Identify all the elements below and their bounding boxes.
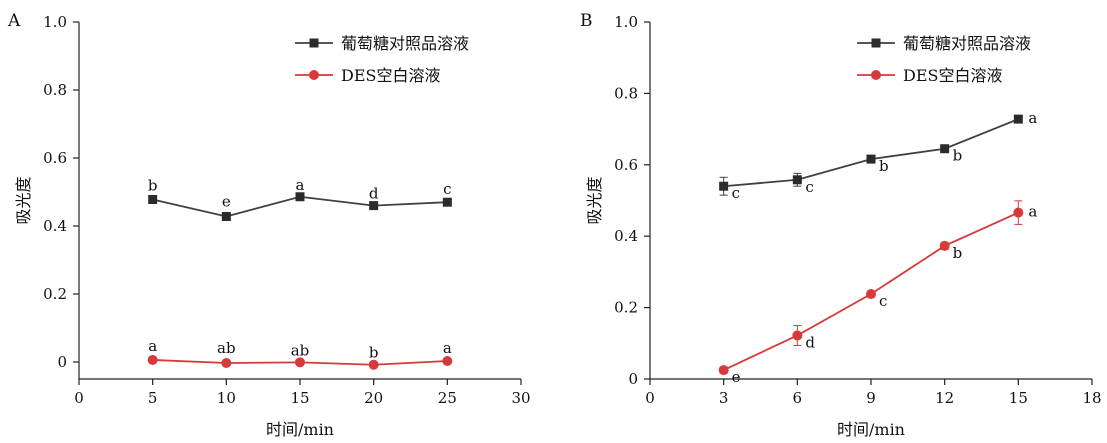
y-tick-label: 0.6 [614, 156, 638, 174]
legend-marker-square [309, 38, 319, 48]
x-tick-label: 5 [148, 389, 158, 407]
significance-label: e [732, 368, 741, 386]
y-tick-label: 0.8 [614, 84, 638, 102]
data-point-square [1013, 114, 1023, 124]
y-tick-label: 0.4 [43, 217, 67, 235]
y-tick-label: 1.0 [43, 13, 67, 31]
data-point-square [719, 181, 729, 191]
significance-label: c [805, 178, 813, 196]
data-point-circle [147, 354, 158, 365]
y-tick-label: 0.6 [43, 149, 67, 167]
significance-label: a [443, 339, 452, 357]
y-tick-label: 1.0 [614, 13, 638, 31]
significance-label: a [1028, 109, 1037, 127]
legend-marker-circle [871, 70, 881, 80]
significance-label: d [369, 185, 379, 203]
significance-label: b [369, 344, 379, 362]
significance-label: b [953, 244, 963, 262]
significance-label: ab [291, 341, 310, 359]
significance-label: b [953, 147, 963, 165]
panel-a-chart: A 0 5 10 15 20 25 30 0 0.2 0.4 0.6 0.8 1.0 时间/min 吸光度 b e… [7, 11, 531, 439]
significance-label: e [222, 192, 231, 210]
legend-label: DES空白溶液 [903, 66, 1002, 85]
legend-label: 葡萄糖对照品溶液 [341, 34, 469, 53]
data-point-circle [866, 289, 876, 300]
x-tick-label: 15 [290, 389, 309, 407]
significance-label: ab [217, 339, 236, 357]
panel-letter: B [580, 11, 593, 31]
x-tick-label: 9 [866, 389, 876, 407]
x-axis-label: 时间/min [837, 420, 905, 439]
y-tick-label: 0.4 [614, 227, 638, 245]
y-tick-label: 0 [57, 353, 67, 371]
data-point-square [442, 197, 452, 207]
data-point-circle [718, 365, 729, 376]
x-tick-label: 25 [438, 389, 457, 407]
x-tick-label: 0 [645, 389, 655, 407]
data-point-circle [221, 358, 232, 369]
legend: 葡萄糖对照品溶液 DES空白溶液 [857, 34, 1031, 85]
data-point-circle [295, 357, 305, 368]
legend-marker-square [871, 38, 881, 48]
x-tick-label: 6 [793, 389, 803, 407]
y-axis-label: 吸光度 [14, 176, 33, 224]
data-point-square [940, 144, 950, 154]
data-point-circle [368, 359, 379, 370]
x-tick-label: 10 [217, 389, 236, 407]
significance-label: a [148, 337, 157, 355]
data-point-square [295, 192, 305, 202]
x-tick-label: 18 [1082, 389, 1101, 407]
data-point-square [792, 175, 802, 185]
y-tick-label: 0.8 [43, 81, 67, 99]
significance-label: c [443, 180, 451, 198]
x-tick-label: 0 [74, 389, 84, 407]
data-point-circle [939, 240, 950, 251]
significance-label: a [1028, 203, 1037, 221]
x-tick-label: 3 [719, 389, 729, 407]
data-point-square [369, 201, 379, 211]
y-axis-label: 吸光度 [585, 176, 604, 224]
significance-label: a [296, 176, 305, 194]
legend-label: 葡萄糖对照品溶液 [903, 34, 1031, 53]
data-point-circle [792, 330, 803, 341]
panel-letter: A [7, 11, 21, 31]
data-point-square [221, 211, 231, 221]
panel-b-chart: B 0 3 6 9 12 15 18 0 0.2 0.4 0.6 0.8 1.0 时间/min 吸光度 c c b b… [580, 11, 1102, 439]
x-axis-label: 时间/min [266, 420, 334, 439]
series-line [723, 118, 1019, 188]
x-tick-label: 30 [511, 389, 530, 407]
significance-label: c [879, 292, 887, 310]
x-tick-label: 12 [935, 389, 954, 407]
y-tick-label: 0.2 [614, 299, 638, 317]
significance-label: d [805, 333, 815, 351]
legend-marker-circle [309, 70, 319, 80]
legend-label: DES空白溶液 [341, 66, 440, 85]
significance-label: c [732, 184, 740, 202]
data-point-circle [442, 355, 453, 366]
significance-label: b [148, 176, 158, 194]
y-tick-label: 0 [628, 370, 638, 388]
y-tick-label: 0.2 [43, 285, 67, 303]
data-point-square [866, 154, 876, 164]
x-tick-label: 20 [364, 389, 383, 407]
x-tick-label: 15 [1009, 389, 1028, 407]
data-point-square [148, 194, 158, 204]
significance-label: b [879, 157, 889, 175]
legend: 葡萄糖对照品溶液 DES空白溶液 [295, 34, 469, 85]
data-point-circle [1013, 207, 1024, 218]
